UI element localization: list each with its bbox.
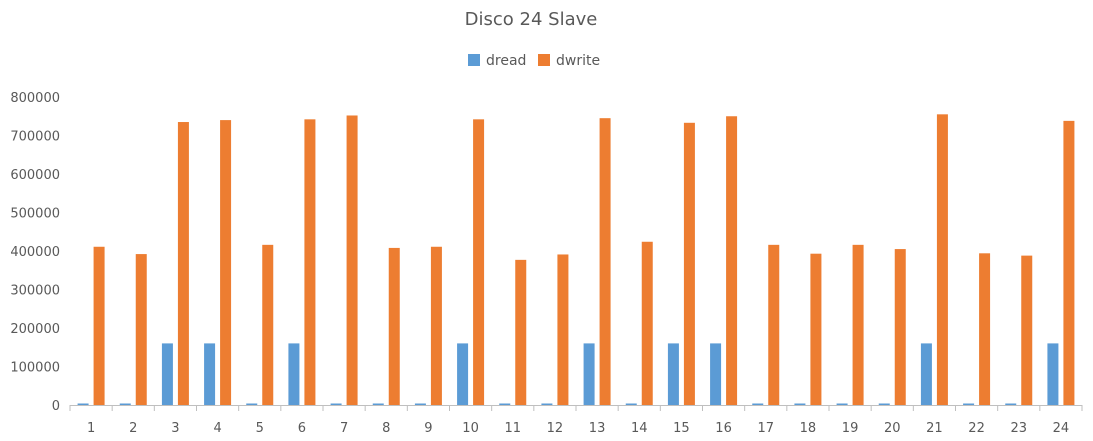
- bar-dwrite-5: [262, 244, 274, 405]
- bar-dread-14: [625, 403, 637, 405]
- bar-dwrite-16: [726, 116, 738, 405]
- x-tick-label: 14: [631, 421, 648, 436]
- bar-dwrite-13: [599, 118, 611, 406]
- x-tick-label: 11: [504, 421, 521, 436]
- bar-dwrite-17: [768, 244, 780, 405]
- bar-dwrite-24: [1063, 120, 1075, 406]
- bar-dread-23: [1005, 403, 1017, 405]
- x-tick-label: 15: [673, 421, 690, 436]
- y-tick-label: 800000: [10, 91, 60, 106]
- bar-dread-11: [499, 403, 511, 405]
- legend-label-dwrite: dwrite: [556, 53, 600, 69]
- y-tick-label: 500000: [10, 207, 60, 222]
- bar-dread-12: [541, 403, 553, 405]
- legend-swatch-dread: [468, 54, 480, 66]
- x-tick-label: 4: [213, 421, 221, 436]
- x-tick-label: 20: [884, 421, 901, 436]
- bar-dwrite-12: [557, 254, 569, 405]
- x-tick-label: 2: [129, 421, 137, 436]
- bar-dread-6: [288, 343, 300, 405]
- x-tick-label: 13: [589, 421, 606, 436]
- bar-dwrite-10: [473, 119, 485, 405]
- bar-dwrite-4: [220, 120, 232, 405]
- bar-dwrite-23: [1021, 255, 1033, 405]
- bar-dread-8: [372, 403, 384, 405]
- x-tick-label: 1: [87, 421, 95, 436]
- bar-dread-22: [963, 403, 975, 405]
- bar-dread-17: [752, 403, 764, 405]
- bar-dread-3: [161, 343, 173, 405]
- bar-dwrite-9: [430, 246, 442, 405]
- bar-dread-15: [667, 343, 679, 405]
- x-tick-label: 6: [298, 421, 306, 436]
- bar-dwrite-11: [515, 259, 527, 405]
- bar-dread-4: [204, 343, 216, 405]
- y-tick-label: 400000: [10, 245, 60, 260]
- bar-dwrite-8: [388, 247, 400, 405]
- bar-dread-2: [119, 403, 131, 405]
- bar-dwrite-15: [683, 122, 695, 406]
- y-tick-label: 0: [52, 399, 60, 414]
- x-tick-label: 18: [800, 421, 817, 436]
- x-tick-label: 17: [757, 421, 774, 436]
- bar-dread-1: [77, 403, 89, 405]
- x-tick-label: 7: [340, 421, 348, 436]
- bar-dread-9: [414, 403, 426, 405]
- x-tick-label: 5: [256, 421, 264, 436]
- y-tick-label: 300000: [10, 284, 60, 299]
- bars: [77, 114, 1075, 406]
- y-tick-label: 700000: [10, 130, 60, 145]
- bar-dwrite-2: [135, 254, 147, 405]
- chart-title: Disco 24 Slave: [465, 9, 598, 30]
- legend-label-dread: dread: [486, 53, 526, 69]
- bar-dwrite-18: [810, 253, 822, 405]
- y-axis: 0 100000 200000 300000 400000 500000 600000 700…: [10, 91, 60, 414]
- bar-dwrite-14: [641, 241, 653, 405]
- x-tick-label: 12: [547, 421, 564, 436]
- legend-swatch-dwrite: [538, 54, 550, 66]
- x-tick-label: 23: [1010, 421, 1027, 436]
- bar-dread-10: [457, 343, 469, 405]
- x-tick-label: 8: [382, 421, 390, 436]
- bar-dread-24: [1047, 343, 1059, 405]
- bar-dread-5: [246, 403, 258, 405]
- bar-dwrite-20: [894, 249, 906, 405]
- bar-dwrite-22: [979, 253, 991, 405]
- bar-dread-20: [878, 403, 890, 405]
- bar-dwrite-1: [93, 246, 105, 405]
- y-tick-label: 100000: [10, 361, 60, 376]
- x-tick-label: 24: [1053, 421, 1070, 436]
- x-tick-label: 10: [462, 421, 479, 436]
- bar-dread-21: [920, 343, 932, 405]
- y-tick-label: 600000: [10, 168, 60, 183]
- x-axis: 1 2 3 4 5 6 7 8 9 10 11 12 13 14 15 16 17 18 19 20 21 22 23 24: [69, 405, 1083, 436]
- x-tick-label: 19: [842, 421, 859, 436]
- x-tick-label: 3: [171, 421, 179, 436]
- bar-dwrite-7: [346, 115, 358, 405]
- bar-dread-18: [794, 403, 806, 405]
- x-tick-label: 21: [926, 421, 943, 436]
- bar-dread-19: [836, 403, 848, 405]
- bar-dwrite-21: [936, 114, 948, 405]
- y-tick-label: 200000: [10, 322, 60, 337]
- bar-dwrite-6: [304, 119, 316, 405]
- bar-dread-7: [330, 403, 342, 405]
- bar-dread-13: [583, 343, 595, 405]
- legend: dread dwrite: [468, 53, 600, 69]
- x-tick-label: 16: [715, 421, 732, 436]
- bar-dread-16: [710, 343, 722, 405]
- bar-dwrite-3: [177, 122, 189, 406]
- x-tick-label: 22: [968, 421, 985, 436]
- bar-dwrite-19: [852, 244, 864, 405]
- x-tick-label: 9: [424, 421, 432, 436]
